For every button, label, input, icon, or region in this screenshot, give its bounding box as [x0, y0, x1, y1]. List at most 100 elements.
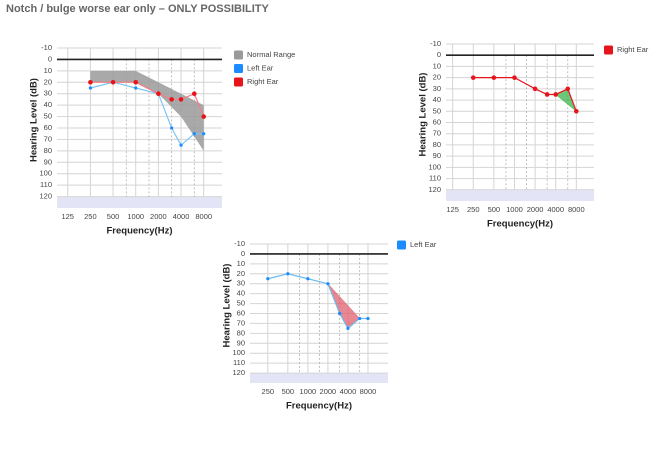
x-tick-label: 125: [446, 205, 459, 214]
y-tick-label: 70: [44, 134, 52, 143]
y-tick-label: 10: [237, 259, 245, 268]
y-tick-label: 40: [433, 95, 441, 104]
x-tick-label: 4000: [173, 212, 190, 221]
series-line: [90, 81, 204, 147]
x-tick-label: 125: [61, 212, 74, 221]
y-tick-label: 30: [237, 279, 245, 288]
data-point: [544, 92, 550, 97]
data-point: [574, 108, 579, 114]
data-point: [346, 326, 350, 330]
y-tick-label: 0: [437, 50, 441, 59]
legend-label: Left Ear: [247, 63, 274, 72]
y-tick-label: 80: [433, 140, 441, 149]
y-tick-label: 40: [237, 289, 245, 298]
y-tick-label: 110: [40, 180, 52, 189]
legend-swatch: [234, 50, 243, 60]
legend-swatch: [604, 45, 613, 55]
legend-swatch: [397, 240, 406, 250]
y-tick-label: 50: [433, 106, 441, 115]
x-tick-label: 1000: [127, 212, 144, 221]
y-tick-label: -10: [430, 39, 441, 48]
y-tick-label: 50: [44, 112, 52, 121]
data-point: [133, 79, 139, 85]
data-point: [338, 311, 342, 316]
legend-label: Left Ear: [410, 240, 437, 249]
x-tick-label: 8000: [568, 205, 585, 214]
y-tick-label: 0: [241, 249, 245, 258]
x-tick-label: 8000: [360, 387, 377, 396]
data-point: [553, 92, 559, 97]
data-point: [134, 86, 138, 90]
y-tick-label: 120: [232, 368, 245, 377]
data-point: [326, 282, 330, 286]
x-tick-label: 1000: [300, 387, 317, 396]
y-tick-label: 70: [433, 129, 441, 138]
data-point: [532, 86, 538, 92]
y-tick-label: -10: [41, 43, 52, 52]
normal-range-area: [90, 70, 204, 151]
x-axis-title: Frequency(Hz): [286, 401, 352, 412]
y-tick-label: 10: [433, 61, 441, 70]
data-point: [366, 316, 370, 321]
legend-label: Normal Range: [247, 50, 295, 59]
data-point: [565, 86, 571, 92]
y-tick-label: 0: [48, 54, 52, 63]
data-point: [191, 91, 197, 97]
x-tick-label: 2000: [320, 387, 337, 396]
x-tick-label: 4000: [547, 205, 564, 214]
y-tick-label: 20: [433, 73, 441, 82]
y-tick-label: 30: [433, 84, 441, 93]
legend-swatch: [234, 77, 243, 87]
data-point: [169, 97, 174, 102]
y-tick-label: 70: [237, 318, 245, 327]
y-tick-label: 90: [44, 157, 52, 166]
y-tick-label: 60: [433, 117, 441, 126]
audiogram: -10 0 10 20 30 40 50 60 70 80 90 100 110 120 125 250 500…: [29, 43, 296, 237]
y-axis-title: Hearing Level (dB): [222, 264, 233, 348]
series-line: [90, 81, 205, 117]
y-tick-label: 110: [233, 358, 245, 367]
data-point: [201, 114, 207, 119]
y-tick-label: 40: [44, 100, 52, 109]
y-tick-label: 80: [44, 146, 52, 155]
y-axis-title: Hearing Level (dB): [29, 78, 40, 162]
shaded-band: [57, 196, 222, 208]
x-tick-label: 500: [107, 212, 120, 221]
audiogram: -10 0 10 20 30 40 50 60 70 80 90 100 110 120 125 250 500…: [418, 39, 649, 230]
x-tick-label: 500: [488, 205, 501, 214]
y-tick-label: 90: [433, 151, 441, 160]
x-tick-label: 2000: [150, 212, 167, 221]
data-point: [110, 79, 116, 85]
y-tick-label: 60: [44, 123, 52, 132]
y-tick-label: 80: [237, 328, 245, 337]
y-tick-label: 30: [44, 89, 52, 98]
y-tick-label: 60: [237, 308, 245, 317]
legend-label: Right Ear: [247, 77, 279, 86]
x-axis-title: Frequency(Hz): [487, 219, 553, 230]
shaded-band: [250, 373, 388, 383]
data-point: [266, 277, 270, 281]
shaded-band: [446, 189, 594, 201]
data-point: [178, 97, 184, 102]
x-tick-label: 4000: [340, 387, 357, 396]
x-tick-label: 250: [262, 387, 275, 396]
y-tick-label: 120: [39, 192, 52, 201]
data-point: [170, 126, 174, 130]
y-tick-label: 100: [428, 162, 441, 171]
y-tick-label: 100: [232, 348, 245, 357]
x-tick-label: 250: [84, 212, 97, 221]
x-tick-label: 1000: [506, 205, 523, 214]
data-point: [512, 75, 517, 80]
x-axis-title: Frequency(Hz): [107, 226, 173, 237]
y-tick-label: 120: [428, 185, 441, 194]
y-tick-label: -10: [234, 239, 245, 248]
data-point: [470, 75, 476, 80]
y-tick-label: 20: [237, 269, 245, 278]
y-tick-label: 110: [429, 174, 441, 183]
x-tick-label: 8000: [195, 212, 212, 221]
y-tick-label: 50: [237, 299, 245, 308]
data-point: [88, 86, 93, 90]
